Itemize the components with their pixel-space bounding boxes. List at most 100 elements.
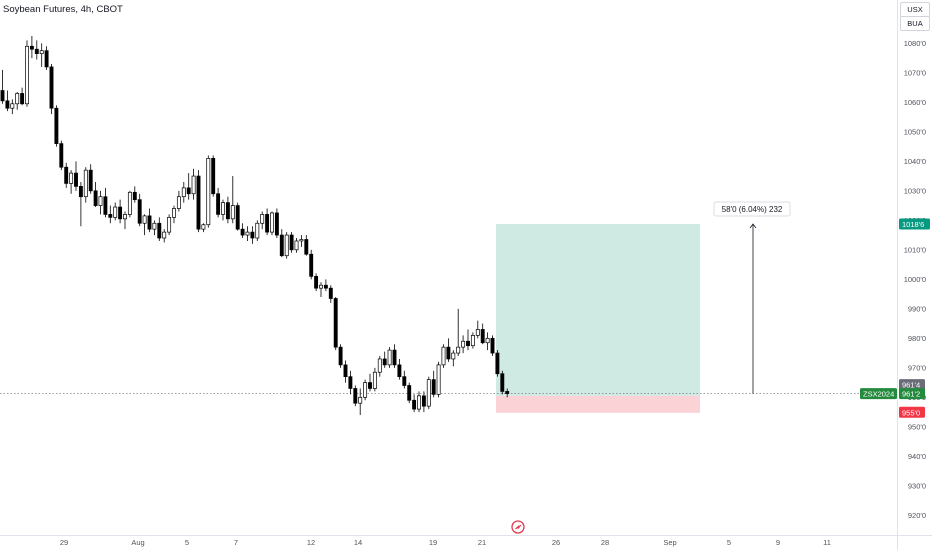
price-tags: 1018'6 961'4 ZSX2024 961'2 955'0	[860, 218, 930, 418]
candle	[333, 297, 338, 351]
candle	[348, 370, 353, 395]
candle	[392, 344, 397, 368]
y-tick-label: 920'0	[908, 511, 926, 520]
measure-arrow-head-icon	[749, 223, 757, 229]
y-tick-label: 1000'0	[904, 275, 926, 284]
candle	[93, 181, 98, 208]
x-tick-label: 28	[601, 538, 609, 547]
candle	[25, 40, 29, 107]
time-axis[interactable]: 29 Aug 5 7 12 14 19 21 26 28 Sep 5 9 11	[60, 538, 831, 547]
y-tick-label: 1050'0	[904, 127, 926, 136]
candle	[279, 229, 284, 258]
candle	[196, 170, 201, 233]
candle	[15, 91, 20, 110]
long-position-loss-zone[interactable]	[496, 395, 700, 413]
current-price-tag-label: 961'2	[902, 390, 920, 399]
candle	[118, 199, 123, 224]
candle	[255, 220, 260, 241]
candle	[245, 226, 250, 241]
candle	[338, 344, 343, 368]
price-axis[interactable]: 920'0930'0940'0950'0960'0970'0980'0990'0…	[904, 39, 926, 520]
currency-selector[interactable]: USX	[900, 2, 930, 17]
current-price-tag	[899, 388, 925, 400]
candle	[505, 388, 510, 398]
candle	[39, 43, 44, 67]
measure-label-box	[713, 201, 791, 217]
candle	[59, 140, 64, 171]
candle	[0, 69, 5, 104]
candle	[294, 238, 299, 253]
x-tick-label: 19	[429, 538, 437, 547]
candle	[216, 187, 221, 218]
candle	[221, 199, 225, 221]
candle	[157, 217, 162, 241]
candle	[353, 385, 358, 407]
measure-label: 58'0 (6.04%) 232	[722, 205, 783, 214]
y-tick-label: 1030'0	[904, 186, 926, 195]
candle	[225, 196, 230, 224]
y-tick-label: 1040'0	[904, 157, 926, 166]
y-tick-label: 950'0	[908, 422, 926, 431]
candle	[98, 190, 103, 215]
candle	[475, 320, 480, 339]
candle	[20, 87, 25, 106]
candle	[397, 358, 402, 380]
tradingview-logo-icon[interactable]	[511, 520, 525, 534]
target-price-tag-label: 1018'6	[902, 220, 924, 229]
candle	[10, 99, 15, 115]
y-tick-label: 1060'0	[904, 98, 926, 107]
candle	[250, 226, 255, 244]
last-price-tag-label: 961'4	[902, 381, 920, 390]
long-position-profit-zone[interactable]	[496, 224, 700, 396]
y-tick-label: 940'0	[908, 452, 926, 461]
candle	[186, 173, 191, 200]
x-tick-label: 14	[354, 538, 362, 547]
candle	[176, 190, 181, 212]
candle	[103, 187, 108, 218]
y-tick-label: 970'0	[908, 363, 926, 372]
candle	[412, 394, 417, 413]
candles-layer	[0, 35, 510, 416]
x-tick-label: Aug	[131, 538, 144, 547]
candle	[289, 232, 294, 253]
candle	[421, 391, 426, 413]
y-tick-label: 990'0	[908, 304, 926, 313]
candle	[368, 373, 372, 392]
candle	[480, 323, 485, 345]
candle	[431, 370, 436, 398]
candle	[83, 167, 88, 203]
candle	[172, 205, 176, 224]
candle	[274, 208, 279, 239]
x-tick-label: 7	[234, 538, 238, 547]
candle	[372, 367, 377, 392]
candle	[436, 361, 441, 398]
candle	[74, 161, 78, 191]
candle	[417, 391, 421, 413]
symbol-tag-label: ZSX2024	[863, 390, 894, 399]
candle	[201, 223, 206, 233]
candle	[235, 202, 240, 231]
candle	[343, 360, 348, 383]
unit-selector[interactable]: BUA	[900, 16, 930, 31]
candle	[441, 344, 446, 368]
candle	[34, 40, 39, 60]
candle	[446, 338, 451, 362]
candle	[260, 211, 265, 230]
candle	[402, 370, 407, 389]
symbol-title[interactable]: Soybean Futures, 4h, CBOT	[3, 4, 123, 15]
candle	[382, 351, 387, 368]
x-tick-label: 29	[60, 538, 68, 547]
candle	[167, 214, 172, 236]
candle	[230, 176, 235, 224]
candle	[29, 35, 34, 59]
candle	[44, 46, 49, 70]
candle	[270, 211, 274, 236]
y-tick-label: 930'0	[908, 481, 926, 490]
candle	[426, 376, 431, 410]
candle	[299, 235, 304, 247]
candle	[132, 186, 137, 203]
candle	[142, 214, 147, 236]
candle	[456, 308, 461, 357]
measure-annotation[interactable]: 58'0 (6.04%) 232	[713, 201, 791, 394]
